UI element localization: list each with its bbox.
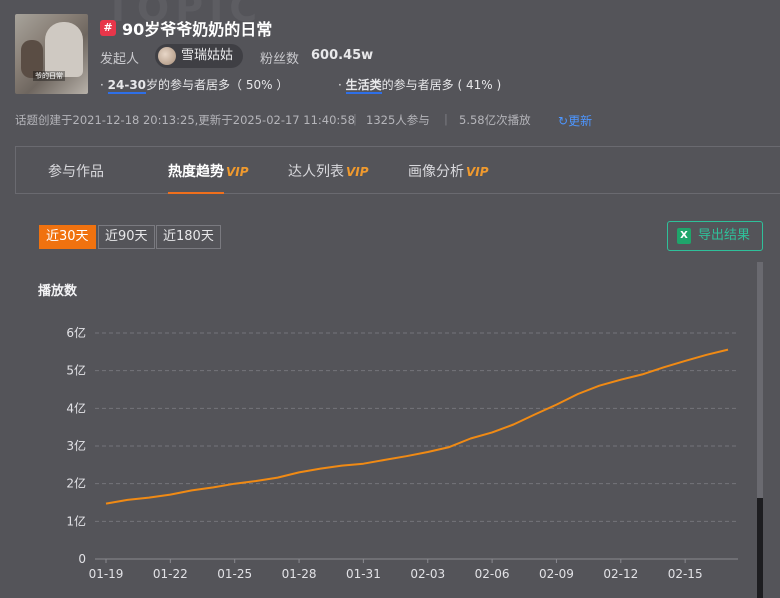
y-tick-label: 4亿 bbox=[66, 400, 86, 415]
author-chip[interactable]: 雪瑞姑姑 bbox=[155, 44, 244, 68]
hashtag-icon: # bbox=[100, 20, 116, 36]
initiator-label: 发起人 bbox=[100, 52, 140, 67]
y-tick-label: 0 bbox=[78, 552, 86, 566]
category-stat-text: 的参与者居多 ( 41% ) bbox=[381, 78, 502, 92]
range-90-days[interactable]: 近90天 bbox=[98, 225, 155, 249]
y-tick-label: 1亿 bbox=[66, 513, 86, 528]
export-button[interactable]: X 导出结果 bbox=[667, 221, 763, 251]
scrollbar-track[interactable] bbox=[757, 262, 763, 598]
thumbnail-person bbox=[21, 40, 43, 78]
range-180-days[interactable]: 近180天 bbox=[156, 225, 221, 249]
plays-count: 5.58亿次播放 bbox=[459, 113, 531, 127]
scrollbar-thumb[interactable] bbox=[757, 498, 763, 598]
avatar bbox=[158, 47, 176, 65]
topic-watermark: TOPIC bbox=[105, 0, 264, 30]
y-tick-label: 5亿 bbox=[66, 363, 86, 378]
y-axis-title: 播放数 bbox=[38, 284, 78, 299]
topic-title: 90岁爷爷奶奶的日常 bbox=[122, 20, 273, 39]
x-tick-label: 02-15 bbox=[668, 567, 703, 581]
x-tick-label: 01-31 bbox=[346, 567, 381, 581]
thumbnail-person bbox=[45, 22, 83, 77]
tab-influencers[interactable]: 达人列表 VIP bbox=[288, 161, 369, 181]
tab-trend[interactable]: 热度趋势 VIP bbox=[168, 161, 249, 181]
y-tick-label: 6亿 bbox=[66, 325, 86, 340]
age-stat-text: 岁的参与者居多（ 50% ） bbox=[146, 78, 289, 92]
x-tick-label: 01-19 bbox=[89, 567, 124, 581]
x-tick-label: 02-09 bbox=[539, 567, 574, 581]
tab-label: 热度趋势 bbox=[168, 164, 224, 180]
topic-header: TOPIC 爷的日常 # 90岁爷爷奶奶的日常 发起人 雪瑞姑姑 粉丝数 600… bbox=[0, 0, 780, 140]
fans-label: 粉丝数 bbox=[260, 52, 300, 67]
category-stat-key: 生活类 bbox=[345, 78, 382, 94]
vip-badge: VIP bbox=[226, 165, 249, 179]
tab-portrait[interactable]: 画像分析 VIP bbox=[408, 161, 489, 181]
x-tick-label: 02-03 bbox=[410, 567, 445, 581]
tab-works[interactable]: 参与作品 bbox=[48, 161, 104, 181]
x-tick-label: 01-28 bbox=[282, 567, 317, 581]
category-stat: · 生活类的参与者居多 ( 41% ) bbox=[338, 78, 502, 94]
export-label: 导出结果 bbox=[698, 228, 751, 243]
y-tick-label: 2亿 bbox=[66, 476, 86, 491]
vip-badge: VIP bbox=[346, 165, 369, 179]
x-tick-label: 01-25 bbox=[217, 567, 252, 581]
age-stat-key: 24-30 bbox=[107, 78, 147, 94]
author-name: 雪瑞姑姑 bbox=[181, 48, 234, 63]
tab-bar: 参与作品 热度趋势 VIP 达人列表 VIP 画像分析 VIP bbox=[15, 146, 780, 194]
plays-series-line bbox=[105, 348, 729, 505]
excel-icon: X bbox=[677, 228, 691, 244]
vip-badge: VIP bbox=[466, 165, 489, 179]
y-tick-label: 3亿 bbox=[66, 438, 86, 453]
x-tick-label: 02-12 bbox=[603, 567, 638, 581]
created-info: 话题创建于2021-12-18 20:13:25,更新于2025-02-17 1… bbox=[15, 113, 355, 127]
divider: | bbox=[353, 112, 357, 126]
topic-thumbnail[interactable]: 爷的日常 bbox=[15, 14, 88, 94]
age-stat: · 24-30岁的参与者居多（ 50% ） bbox=[100, 78, 289, 94]
range-30-days[interactable]: 近30天 bbox=[39, 225, 96, 249]
refresh-icon: ↻ bbox=[558, 114, 569, 128]
tab-label: 画像分析 bbox=[408, 164, 464, 180]
participants-count: 1325人参与 bbox=[366, 113, 430, 127]
divider: | bbox=[444, 112, 448, 126]
x-tick-label: 01-22 bbox=[153, 567, 188, 581]
tab-label: 达人列表 bbox=[288, 164, 344, 180]
fans-value: 600.45w bbox=[311, 48, 374, 63]
thumbnail-caption: 爷的日常 bbox=[33, 71, 65, 81]
tab-label: 参与作品 bbox=[48, 164, 104, 180]
active-tab-indicator bbox=[168, 192, 224, 194]
x-tick-label: 02-06 bbox=[475, 567, 510, 581]
refresh-button[interactable]: ↻更新 bbox=[558, 112, 592, 129]
refresh-label: 更新 bbox=[568, 114, 593, 128]
